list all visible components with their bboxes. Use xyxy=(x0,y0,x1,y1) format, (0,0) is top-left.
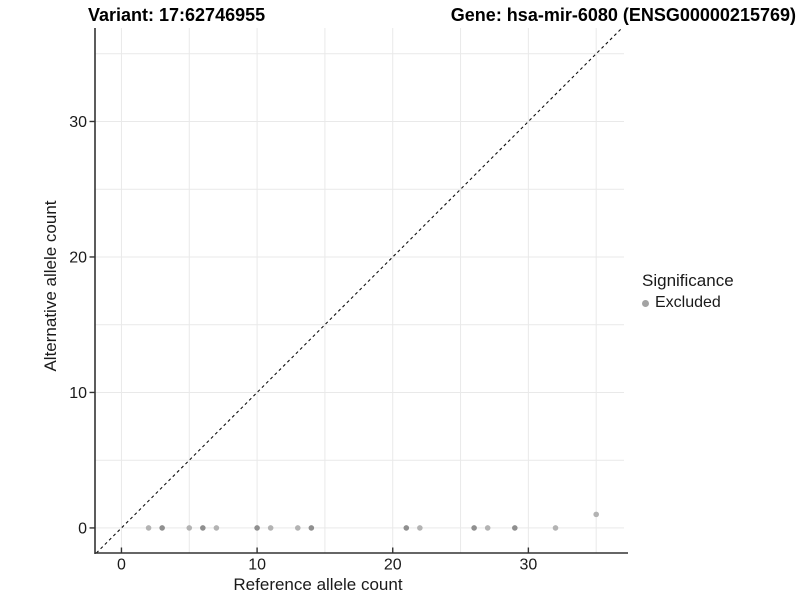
data-point xyxy=(200,525,206,531)
x-tick-label: 0 xyxy=(117,557,126,574)
data-point xyxy=(186,525,193,531)
legend-title: Significance xyxy=(642,271,734,290)
x-axis-title: Reference allele count xyxy=(233,575,403,594)
variant-title: Variant: 17:62746955 xyxy=(88,5,266,25)
data-point xyxy=(417,525,423,531)
legend-point-icon xyxy=(642,299,649,307)
y-tick-label: 10 xyxy=(69,385,87,402)
legend: Significance Excluded xyxy=(642,271,734,312)
identity-line xyxy=(95,27,623,554)
data-point xyxy=(308,525,315,531)
x-tick-label: 20 xyxy=(384,557,402,574)
data-point xyxy=(471,525,477,531)
data-point xyxy=(552,525,559,531)
data-point xyxy=(403,525,410,531)
y-tick-label: 0 xyxy=(78,520,87,537)
data-point xyxy=(145,525,152,531)
legend-item-label: Excluded xyxy=(655,294,721,311)
data-point xyxy=(294,525,301,531)
y-tick-label: 20 xyxy=(69,249,87,266)
legend-item-excluded: Excluded xyxy=(642,294,734,312)
y-axis-title: Alternative allele count xyxy=(41,200,60,372)
data-point xyxy=(159,525,165,531)
gene-title: Gene: hsa-mir-6080 (ENSG00000215769) xyxy=(450,5,796,25)
y-tick-label: 30 xyxy=(69,114,87,131)
data-point xyxy=(512,525,518,531)
data-point xyxy=(213,525,220,531)
data-point xyxy=(484,525,491,531)
data-point xyxy=(254,525,260,531)
data-point xyxy=(593,511,599,518)
data-point xyxy=(267,525,274,531)
x-tick-label: 30 xyxy=(519,557,537,574)
x-tick-label: 10 xyxy=(248,557,266,574)
